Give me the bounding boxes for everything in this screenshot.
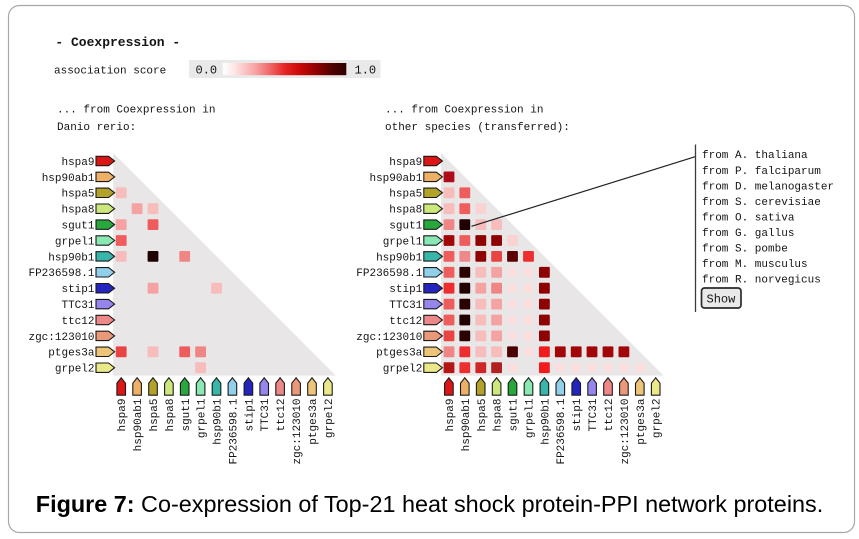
- svg-text:hspa5: hspa5: [149, 399, 161, 432]
- svg-text:0.0: 0.0: [196, 64, 218, 78]
- svg-text:hspa8: hspa8: [493, 399, 505, 432]
- svg-text:grpel2: grpel2: [55, 364, 95, 376]
- svg-text:hspa9: hspa9: [117, 399, 129, 432]
- svg-text:ttc12: ttc12: [276, 399, 288, 432]
- svg-text:hspa5: hspa5: [477, 399, 489, 432]
- svg-text:from G. gallus: from G. gallus: [702, 228, 794, 240]
- svg-text:hspa9: hspa9: [389, 157, 422, 169]
- svg-text:ptges3a: ptges3a: [636, 398, 648, 445]
- svg-text:TTC31: TTC31: [260, 398, 272, 431]
- svg-text:association score: association score: [54, 65, 166, 77]
- svg-text:Danio rerio:: Danio rerio:: [57, 122, 136, 134]
- svg-text:hspa8: hspa8: [165, 399, 177, 432]
- svg-text:hspa5: hspa5: [389, 189, 422, 201]
- svg-text:from S. pombe: from S. pombe: [702, 244, 788, 256]
- svg-text:hspa9: hspa9: [445, 399, 457, 432]
- svg-text:sgut1: sgut1: [61, 221, 94, 233]
- svg-text:hspa5: hspa5: [61, 189, 94, 201]
- svg-text:hsp90b1: hsp90b1: [540, 398, 552, 445]
- svg-text:TTC31: TTC31: [588, 398, 600, 431]
- svg-text:from S. cerevisiae: from S. cerevisiae: [702, 197, 821, 209]
- svg-text:hsp90ab1: hsp90ab1: [42, 173, 95, 185]
- svg-text:FP236598.1: FP236598.1: [28, 268, 94, 280]
- svg-text:ptges3a: ptges3a: [308, 398, 320, 445]
- svg-text:stip1: stip1: [61, 284, 94, 296]
- svg-text:from M. musculus: from M. musculus: [702, 259, 808, 271]
- svg-text:grpel2: grpel2: [324, 399, 336, 439]
- svg-text:1.0: 1.0: [355, 64, 377, 78]
- svg-text:- Coexpression -: - Coexpression -: [55, 35, 180, 50]
- svg-text:grpel2: grpel2: [652, 399, 664, 439]
- svg-text:ttc12: ttc12: [61, 316, 94, 328]
- svg-text:from D. melanogaster: from D. melanogaster: [702, 181, 834, 193]
- svg-text:grpel1: grpel1: [197, 398, 209, 438]
- svg-text:zgc:123010: zgc:123010: [356, 332, 422, 344]
- svg-text:... from Coexpression in: ... from Coexpression in: [57, 104, 215, 116]
- svg-text:hsp90ab1: hsp90ab1: [133, 398, 145, 451]
- svg-text:other species (transferred):: other species (transferred):: [385, 122, 570, 134]
- svg-text:zgc:123010: zgc:123010: [620, 399, 632, 465]
- svg-text:grpel1: grpel1: [55, 236, 95, 248]
- svg-text:FP236598.1: FP236598.1: [228, 398, 240, 464]
- svg-text:from P. falciparum: from P. falciparum: [702, 166, 821, 178]
- svg-text:from A. thaliana: from A. thaliana: [702, 150, 808, 162]
- svg-text:TTC31: TTC31: [61, 300, 94, 312]
- svg-text:hsp90b1: hsp90b1: [376, 252, 423, 264]
- svg-text:zgc:123010: zgc:123010: [292, 399, 304, 465]
- svg-text:Figure 7: Co-expression of Top: Figure 7: Co-expression of Top-21 heat s…: [36, 491, 823, 517]
- svg-text:sgut1: sgut1: [389, 221, 422, 233]
- svg-text:grpel1: grpel1: [383, 236, 423, 248]
- svg-text:hsp90b1: hsp90b1: [213, 398, 225, 445]
- svg-text:from O. sativa: from O. sativa: [702, 212, 795, 224]
- svg-text:hspa8: hspa8: [389, 205, 422, 217]
- svg-text:FP236598.1: FP236598.1: [556, 398, 568, 464]
- svg-text:ttc12: ttc12: [389, 316, 422, 328]
- svg-text:sgut1: sgut1: [509, 398, 521, 431]
- svg-text:hspa8: hspa8: [61, 205, 94, 217]
- svg-text:sgut1: sgut1: [181, 398, 193, 431]
- svg-text:Show: Show: [707, 293, 737, 307]
- svg-text:ptges3a: ptges3a: [48, 348, 95, 360]
- svg-text:stip1: stip1: [389, 284, 422, 296]
- svg-text:hsp90ab1: hsp90ab1: [369, 173, 422, 185]
- svg-text:FP236598.1: FP236598.1: [356, 268, 422, 280]
- svg-text:grpel1: grpel1: [525, 398, 537, 438]
- svg-text:stip1: stip1: [572, 398, 584, 431]
- svg-text:hspa9: hspa9: [61, 157, 94, 169]
- svg-text:hsp90b1: hsp90b1: [48, 252, 95, 264]
- svg-text:zgc:123010: zgc:123010: [28, 332, 94, 344]
- svg-text:from R. norvegicus: from R. norvegicus: [702, 275, 821, 287]
- svg-text:ttc12: ttc12: [604, 399, 616, 432]
- svg-text:TTC31: TTC31: [389, 300, 422, 312]
- svg-text:grpel2: grpel2: [383, 364, 423, 376]
- svg-text:stip1: stip1: [244, 398, 256, 431]
- svg-text:hsp90ab1: hsp90ab1: [461, 398, 473, 451]
- svg-text:... from Coexpression in: ... from Coexpression in: [385, 104, 543, 116]
- svg-text:ptges3a: ptges3a: [376, 348, 423, 360]
